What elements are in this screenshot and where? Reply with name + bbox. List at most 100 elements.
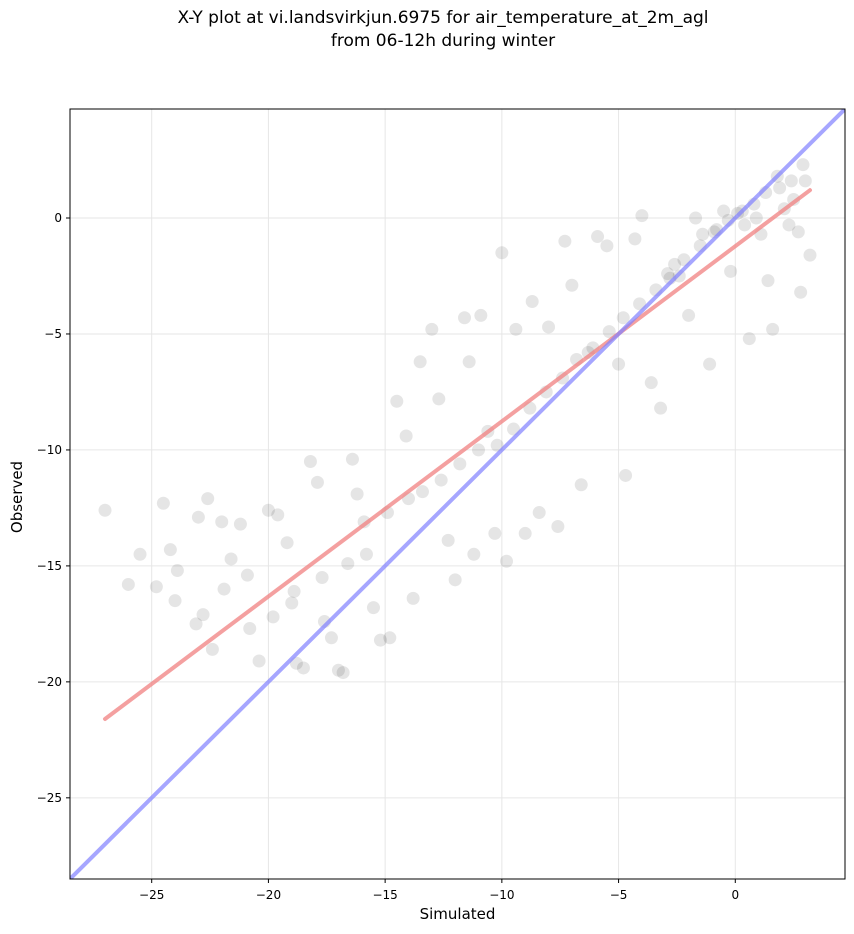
data-point — [261, 503, 275, 517]
x-axis-ticks: −25 −20 −15 −10 −5 0 — [139, 879, 739, 902]
data-point — [224, 552, 238, 566]
data-point — [749, 211, 763, 225]
data-point — [121, 577, 135, 591]
data-point — [467, 547, 481, 561]
data-point — [266, 610, 280, 624]
data-point — [406, 591, 420, 605]
y-tick-label: 0 — [54, 211, 62, 225]
data-point — [359, 547, 373, 561]
data-point — [488, 526, 502, 540]
x-axis-label: Simulated — [419, 905, 496, 923]
data-point — [243, 622, 257, 636]
data-points — [98, 158, 817, 680]
plot-frame — [69, 108, 846, 880]
chart-title-line-1: X-Y plot at vi.landsvirkjun.6975 for air… — [177, 8, 709, 28]
data-point — [217, 582, 231, 596]
trend-line — [103, 188, 812, 721]
data-point — [336, 666, 350, 680]
x-tick-label: −20 — [256, 888, 281, 902]
data-point — [170, 564, 184, 578]
data-point — [551, 519, 565, 533]
data-point — [773, 181, 787, 195]
data-point — [616, 311, 630, 325]
data-point — [366, 601, 380, 615]
data-point — [390, 394, 404, 408]
data-point — [661, 267, 675, 281]
data-point — [509, 322, 523, 336]
data-point — [462, 355, 476, 369]
data-point — [644, 376, 658, 390]
data-point — [602, 325, 616, 339]
data-point — [434, 473, 448, 487]
data-point — [717, 204, 731, 218]
data-point — [565, 278, 579, 292]
data-point — [682, 308, 696, 322]
data-point — [794, 285, 808, 299]
data-point — [215, 515, 229, 529]
data-point — [500, 554, 514, 568]
data-point — [518, 526, 532, 540]
y-tick-label: −5 — [44, 327, 62, 341]
chart-title-line-2: from 06-12h during winter — [330, 31, 556, 51]
data-point — [689, 211, 703, 225]
data-point — [453, 457, 467, 471]
data-point — [191, 510, 205, 524]
x-tick-label: −25 — [139, 888, 164, 902]
data-point — [458, 311, 472, 325]
data-point — [766, 322, 780, 336]
data-point — [703, 357, 717, 371]
x-tick-label: −5 — [610, 888, 628, 902]
identity-line — [70, 109, 845, 879]
x-tick-label: −10 — [489, 888, 514, 902]
data-point — [432, 392, 446, 406]
data-point — [373, 633, 387, 647]
data-point — [280, 536, 294, 550]
data-point — [724, 264, 738, 278]
data-point — [296, 661, 310, 675]
y-tick-label: −15 — [37, 559, 62, 573]
data-point — [558, 234, 572, 248]
data-point — [654, 401, 668, 415]
data-point — [784, 174, 798, 188]
data-point — [803, 248, 817, 262]
data-point — [303, 455, 317, 469]
data-point — [742, 332, 756, 346]
data-point — [196, 608, 210, 622]
y-tick-label: −10 — [37, 443, 62, 457]
data-point — [233, 517, 247, 531]
data-point — [149, 580, 163, 594]
data-point — [271, 508, 285, 522]
x-tick-label: 0 — [731, 888, 739, 902]
x-tick-label: −15 — [372, 888, 397, 902]
data-point — [331, 663, 345, 677]
data-point — [240, 568, 254, 582]
data-point — [350, 487, 364, 501]
data-point — [798, 174, 812, 188]
data-point — [600, 239, 614, 253]
data-point — [796, 158, 810, 172]
data-point — [310, 475, 324, 489]
data-point — [495, 246, 509, 260]
data-point — [761, 274, 775, 288]
grid — [70, 109, 845, 879]
data-point — [635, 209, 649, 223]
data-point — [574, 478, 588, 492]
data-point — [532, 506, 546, 520]
y-axis-label: Observed — [8, 460, 26, 534]
data-point — [525, 295, 539, 308]
data-point — [441, 533, 455, 547]
data-point — [189, 617, 203, 631]
data-point — [448, 573, 462, 587]
y-axis-ticks: −25 −20 −15 −10 −5 0 — [37, 211, 70, 805]
y-tick-label: −25 — [37, 791, 62, 805]
data-point — [399, 429, 413, 443]
data-point — [168, 594, 182, 608]
data-point — [341, 557, 355, 571]
data-point — [472, 443, 486, 457]
data-point — [738, 218, 752, 232]
data-point — [201, 492, 215, 506]
data-point — [287, 584, 301, 598]
data-point — [782, 218, 796, 232]
y-tick-label: −20 — [37, 675, 62, 689]
data-point — [133, 547, 147, 561]
